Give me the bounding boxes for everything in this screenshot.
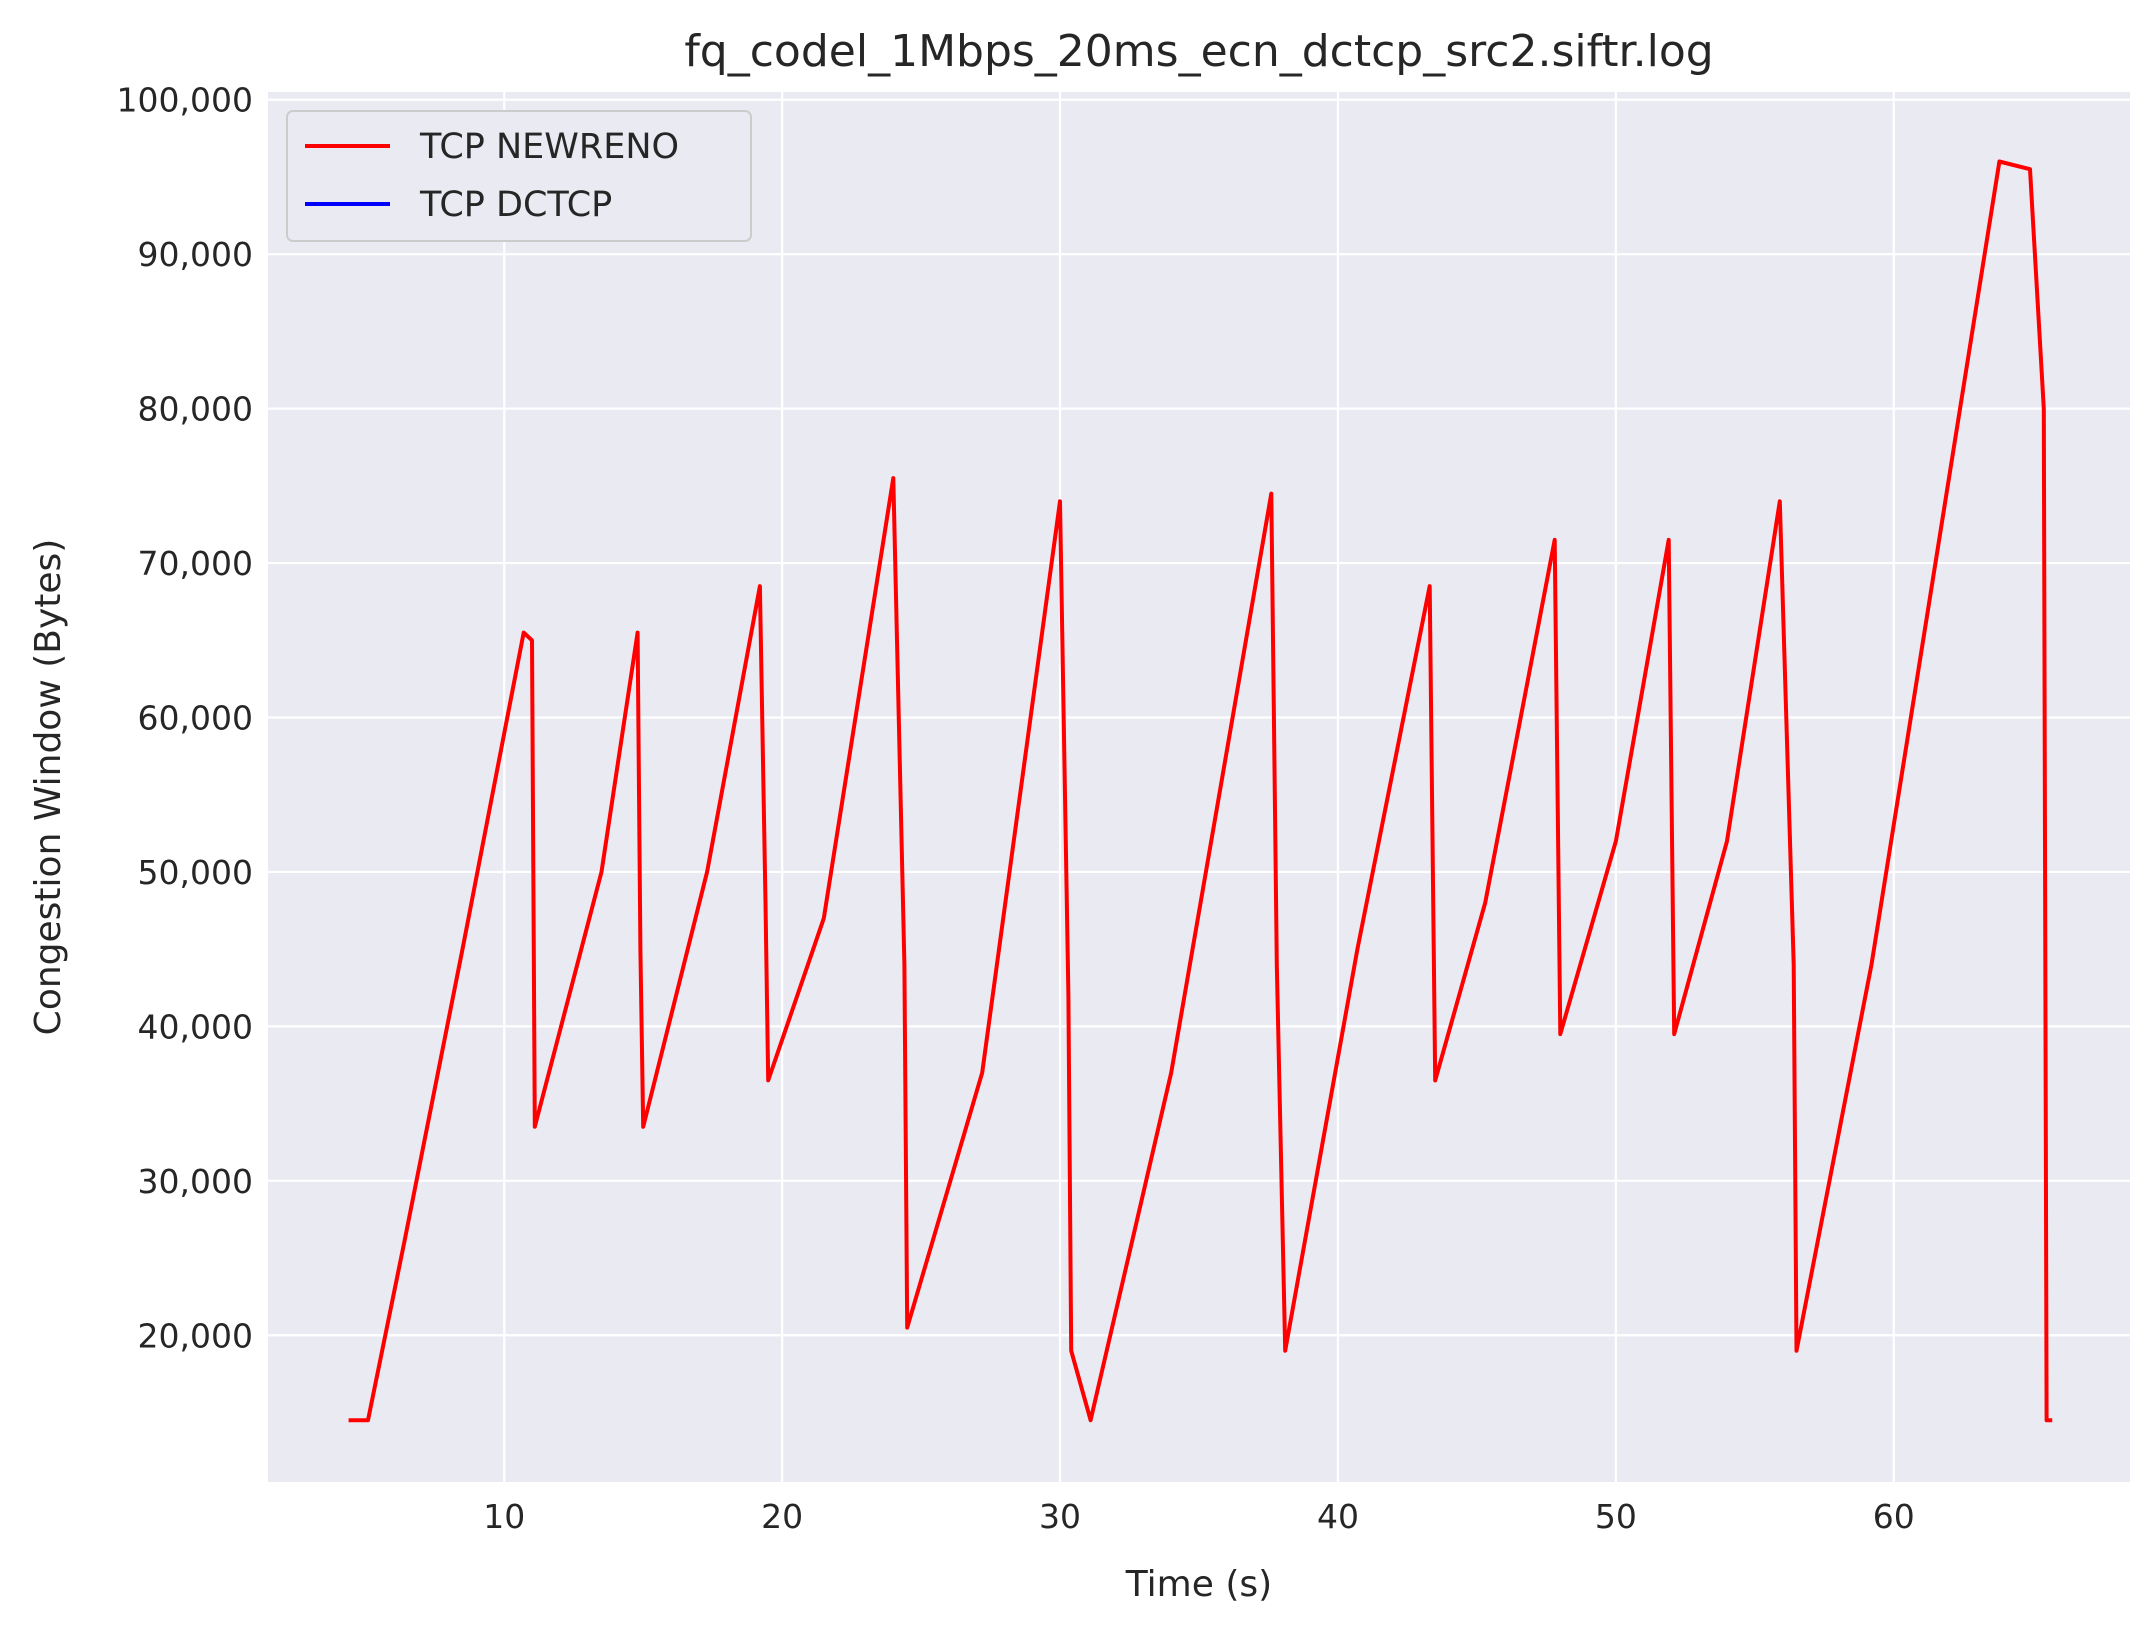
x-tick-label: 60 — [1873, 1497, 1915, 1536]
y-tick-label: 80,000 — [138, 390, 253, 429]
y-tick-label: 70,000 — [138, 544, 253, 583]
y-tick-label: 20,000 — [138, 1316, 253, 1355]
y-tick-label: 60,000 — [138, 699, 253, 738]
y-tick-label: 50,000 — [138, 853, 253, 892]
x-tick-label: 30 — [1039, 1497, 1081, 1536]
y-tick-label: 100,000 — [117, 81, 253, 120]
chart-title: fq_codel_1Mbps_20ms_ecn_dctcp_src2.siftr… — [684, 26, 1713, 77]
legend-box — [286, 110, 752, 242]
legend-label-tcp-newreno: TCP NEWRENO — [419, 127, 679, 167]
legend: TCP NEWRENO TCP DCTCP — [286, 110, 752, 242]
tick-labels: 10 20 30 40 50 60 20,000 30,000 40,000 50,000 60,0… — [117, 81, 1915, 1536]
series-lines — [348, 159, 2053, 1423]
y-tick-label: 90,000 — [138, 235, 253, 274]
x-tick-label: 50 — [1595, 1497, 1637, 1536]
legend-label-tcp-dctcp: TCP DCTCP — [419, 185, 612, 225]
plot-area — [268, 92, 2130, 1482]
y-tick-label: 30,000 — [138, 1162, 253, 1201]
grid-lines — [268, 92, 2130, 1482]
series-line-tcp-newreno — [348, 159, 2053, 1423]
x-tick-label: 10 — [483, 1497, 525, 1536]
x-tick-label: 20 — [761, 1497, 803, 1536]
x-axis-label: Time (s) — [1125, 1564, 1272, 1605]
y-axis-label: Congestion Window (Bytes) — [28, 539, 69, 1036]
x-tick-label: 40 — [1317, 1497, 1359, 1536]
y-tick-label: 40,000 — [138, 1007, 253, 1046]
